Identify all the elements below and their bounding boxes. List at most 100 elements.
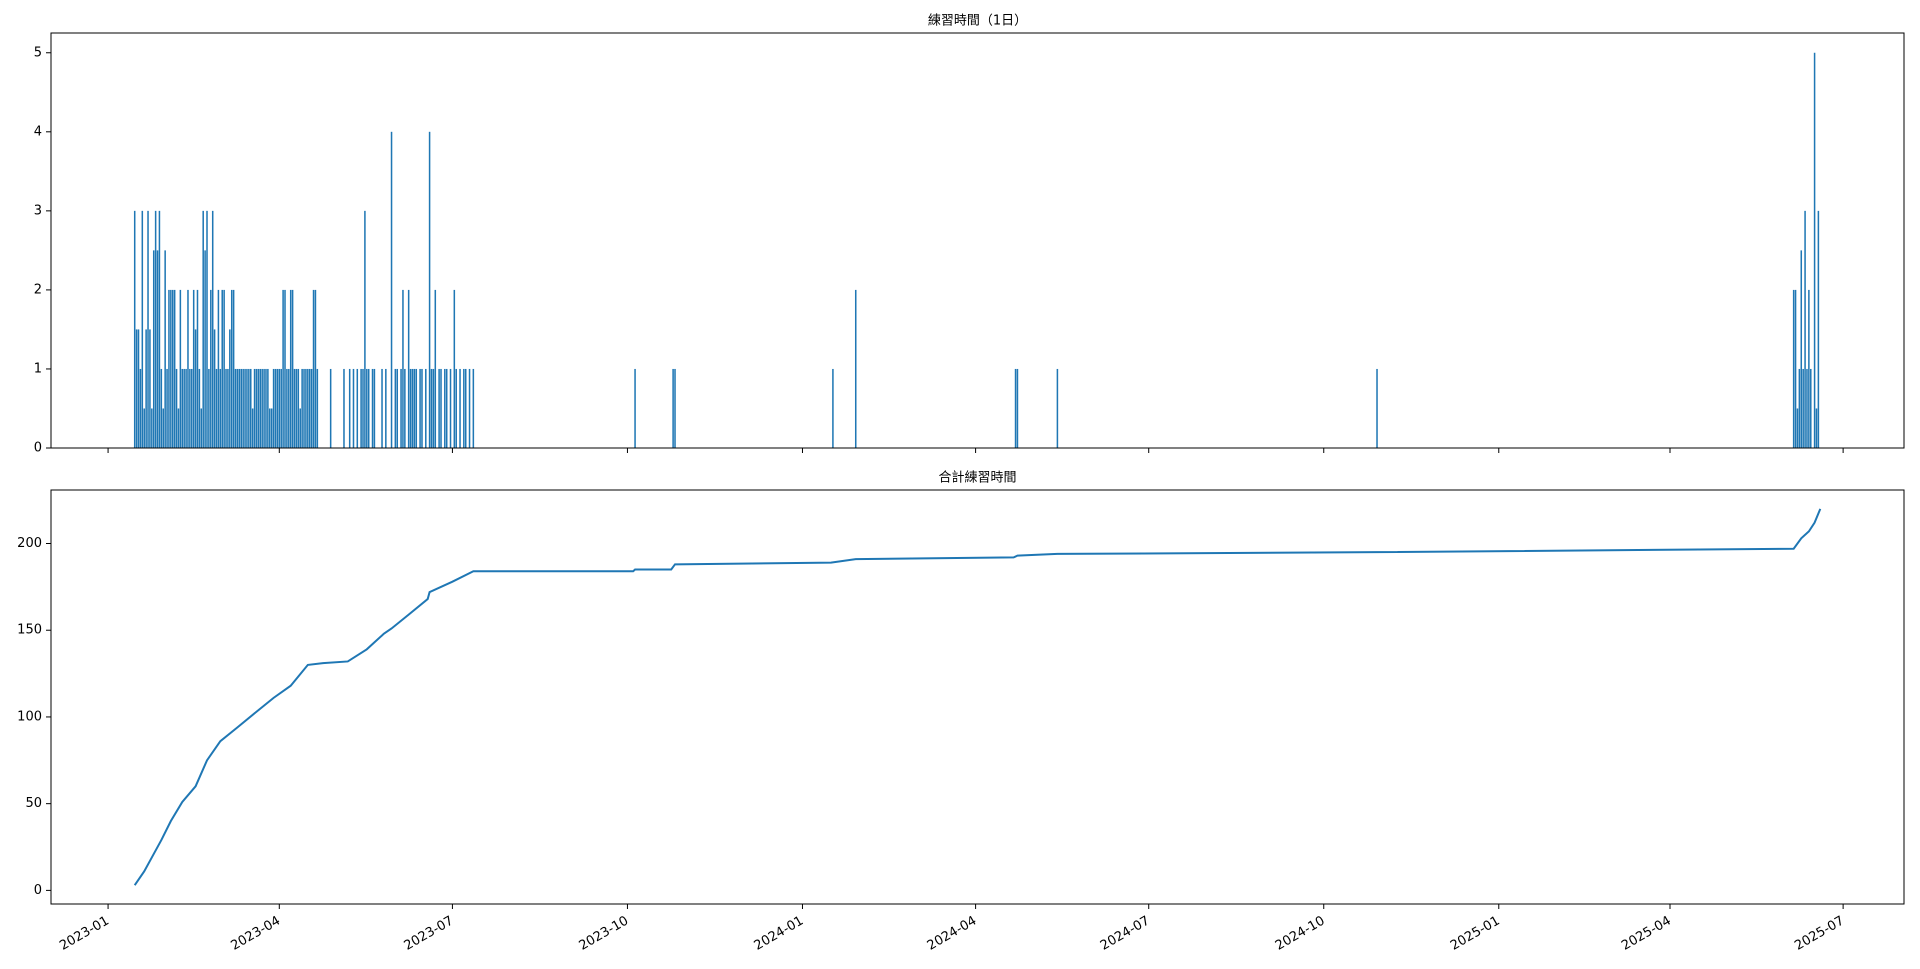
bar bbox=[1802, 368, 1804, 448]
bar bbox=[227, 368, 229, 448]
bar bbox=[464, 368, 467, 448]
bar bbox=[434, 289, 437, 448]
bar bbox=[177, 408, 180, 448]
bar bbox=[396, 368, 399, 448]
y-tick-label: 5 bbox=[34, 45, 42, 60]
bar bbox=[272, 368, 275, 448]
bar bbox=[162, 408, 165, 448]
bar bbox=[204, 250, 206, 448]
bar bbox=[189, 368, 191, 448]
bar bbox=[276, 368, 279, 448]
bar bbox=[166, 368, 168, 448]
y-tick-label: 0 bbox=[34, 441, 42, 456]
y-tick-label: 200 bbox=[17, 536, 42, 551]
bar bbox=[191, 368, 193, 448]
bar bbox=[149, 329, 151, 448]
bar bbox=[404, 368, 406, 448]
bar bbox=[1808, 289, 1810, 448]
bar bbox=[213, 329, 216, 448]
y-tick-label: 100 bbox=[17, 709, 42, 724]
bar bbox=[152, 250, 155, 448]
bar bbox=[394, 368, 397, 448]
bar bbox=[274, 368, 277, 448]
bar bbox=[143, 408, 145, 448]
bar bbox=[229, 329, 231, 448]
bar bbox=[248, 368, 250, 448]
bar bbox=[141, 210, 144, 448]
bar bbox=[293, 368, 296, 448]
bar bbox=[402, 289, 404, 448]
y-tick-label: 3 bbox=[34, 203, 42, 218]
bar bbox=[1798, 368, 1801, 448]
bar bbox=[160, 368, 163, 448]
bar bbox=[1804, 210, 1806, 448]
y-tick-label: 150 bbox=[17, 623, 42, 638]
bar bbox=[284, 289, 286, 448]
bar bbox=[223, 289, 225, 448]
bar bbox=[147, 210, 149, 448]
axes-frame bbox=[50, 32, 1905, 449]
bar bbox=[299, 408, 301, 448]
bar bbox=[297, 368, 300, 448]
bar bbox=[198, 368, 201, 448]
bar bbox=[200, 408, 203, 448]
bar bbox=[151, 408, 153, 448]
bar bbox=[307, 368, 309, 448]
bar bbox=[232, 289, 235, 448]
bar bbox=[415, 368, 418, 448]
bar bbox=[360, 368, 362, 448]
bar bbox=[459, 368, 461, 448]
bar bbox=[238, 368, 241, 448]
bar bbox=[310, 368, 313, 448]
bar bbox=[301, 368, 303, 448]
bar bbox=[634, 368, 636, 448]
bar bbox=[187, 289, 189, 448]
bar bbox=[154, 210, 157, 448]
bar bbox=[672, 368, 674, 448]
bar bbox=[1813, 52, 1816, 449]
bar bbox=[1792, 289, 1795, 448]
bar bbox=[1794, 289, 1797, 448]
bar bbox=[432, 368, 435, 448]
bar bbox=[444, 368, 446, 448]
bar bbox=[249, 368, 252, 448]
bar bbox=[463, 368, 465, 448]
bar bbox=[1800, 250, 1803, 448]
bar bbox=[206, 210, 208, 448]
bar bbox=[453, 289, 456, 448]
bar bbox=[225, 368, 227, 448]
bar bbox=[246, 368, 248, 448]
bar bbox=[171, 289, 174, 448]
bar bbox=[440, 368, 442, 448]
bar bbox=[202, 210, 204, 448]
bar bbox=[286, 368, 288, 448]
bar bbox=[1056, 368, 1059, 448]
bar bbox=[1810, 368, 1812, 448]
bar bbox=[253, 368, 256, 448]
bar bbox=[255, 368, 258, 448]
bar bbox=[221, 289, 223, 448]
bar bbox=[1016, 368, 1019, 448]
bar bbox=[145, 329, 147, 448]
bar bbox=[257, 368, 260, 448]
bar bbox=[280, 368, 282, 448]
bar bbox=[428, 131, 431, 449]
bar bbox=[419, 368, 421, 448]
bar bbox=[305, 368, 307, 448]
chart-title: 合計練習時間 bbox=[938, 470, 1016, 486]
bar bbox=[173, 289, 176, 448]
bar bbox=[183, 368, 185, 448]
bar bbox=[314, 289, 317, 448]
bar bbox=[385, 368, 387, 448]
bar bbox=[208, 368, 210, 448]
bar bbox=[381, 368, 383, 448]
bar bbox=[263, 368, 265, 448]
bar bbox=[265, 368, 267, 448]
bar bbox=[371, 368, 374, 448]
bar bbox=[455, 368, 457, 448]
bar bbox=[356, 368, 359, 448]
bar bbox=[215, 368, 218, 448]
bar bbox=[449, 368, 452, 448]
bar bbox=[244, 368, 246, 448]
bar bbox=[413, 368, 416, 448]
